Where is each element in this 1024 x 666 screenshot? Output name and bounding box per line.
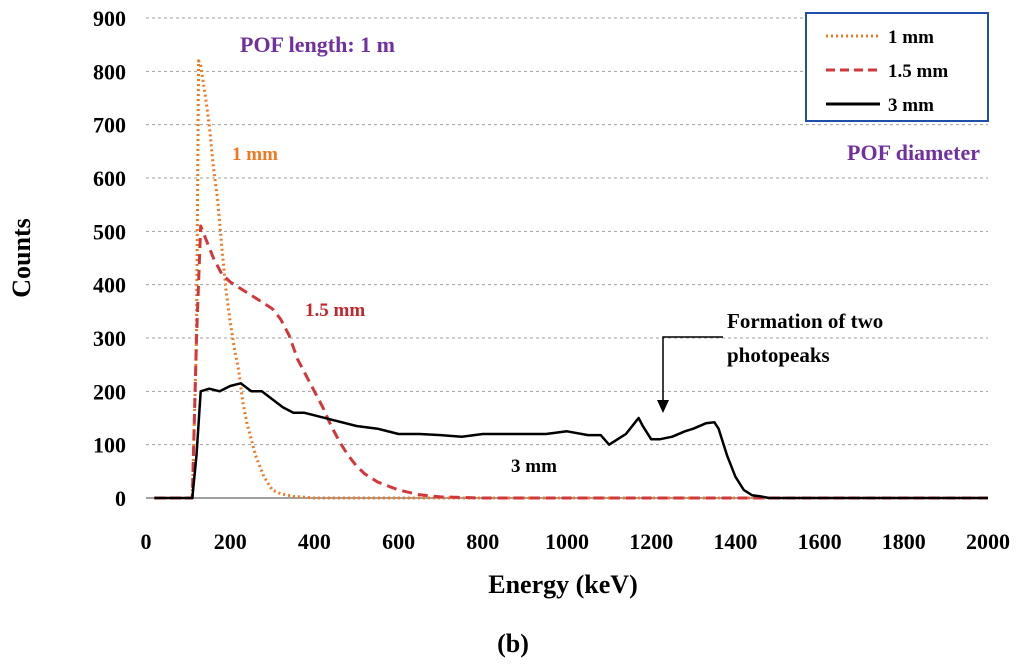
- annotation-3mm: 3 mm: [511, 456, 557, 477]
- annotation-formation-line1: Formation of two: [727, 309, 883, 333]
- series-line-3mm: [154, 382, 988, 500]
- x-tick-label: 600: [382, 529, 415, 554]
- legend-label-3mm: 3 mm: [888, 95, 934, 116]
- x-tick-label: 1800: [882, 529, 926, 554]
- annotation-1mm: 1 mm: [232, 144, 278, 165]
- legend-label-1mm: 1 mm: [888, 27, 934, 48]
- x-tick-label: 0: [141, 529, 152, 554]
- y-tick-label: 800: [93, 59, 126, 84]
- x-axis-title: Energy (keV): [488, 570, 637, 599]
- y-tick-label: 700: [93, 113, 126, 138]
- y-tick-label: 0: [115, 486, 126, 511]
- legend-title: POF diameter: [847, 140, 980, 165]
- x-tick-label: 1200: [629, 529, 673, 554]
- y-tick-labels: 0 100 200 300 400 500 600 700 800 900: [93, 6, 126, 511]
- series-line-1-5mm: [154, 224, 988, 500]
- y-tick-label: 200: [93, 379, 126, 404]
- series-lines: [154, 59, 988, 500]
- annotation-formation-line2: photopeaks: [727, 343, 830, 367]
- annotation-pof-length: POF length: 1 m: [240, 32, 395, 57]
- y-tick-label: 100: [93, 433, 126, 458]
- x-tick-label: 1400: [713, 529, 757, 554]
- x-tick-labels: 0 200 400 600 800 1000 1200 1400 1600 1800 2000: [141, 529, 1011, 554]
- gridlines: [146, 17, 988, 446]
- y-tick-label: 600: [93, 166, 126, 191]
- annotation-arrowhead: [657, 400, 669, 413]
- y-axis-title: Counts: [7, 218, 36, 297]
- x-tick-label: 1000: [545, 529, 589, 554]
- x-tick-label: 2000: [966, 529, 1010, 554]
- legend: 1 mm 1.5 mm 3 mm: [805, 12, 989, 122]
- x-tick-label: 800: [466, 529, 499, 554]
- annotation-arrow-line: [662, 336, 723, 402]
- y-tick-label: 900: [93, 6, 126, 31]
- annotation-1-5mm: 1.5 mm: [305, 300, 365, 321]
- series-line-1mm: [154, 59, 988, 500]
- y-tick-label: 400: [93, 273, 126, 298]
- legend-label-1-5mm: 1.5 mm: [888, 61, 948, 82]
- x-tick-label: 1600: [798, 529, 842, 554]
- figure-caption: (b): [497, 629, 529, 658]
- x-tick-label: 200: [214, 529, 247, 554]
- x-tick-label: 400: [298, 529, 331, 554]
- y-tick-label: 500: [93, 219, 126, 244]
- y-tick-label: 300: [93, 326, 126, 351]
